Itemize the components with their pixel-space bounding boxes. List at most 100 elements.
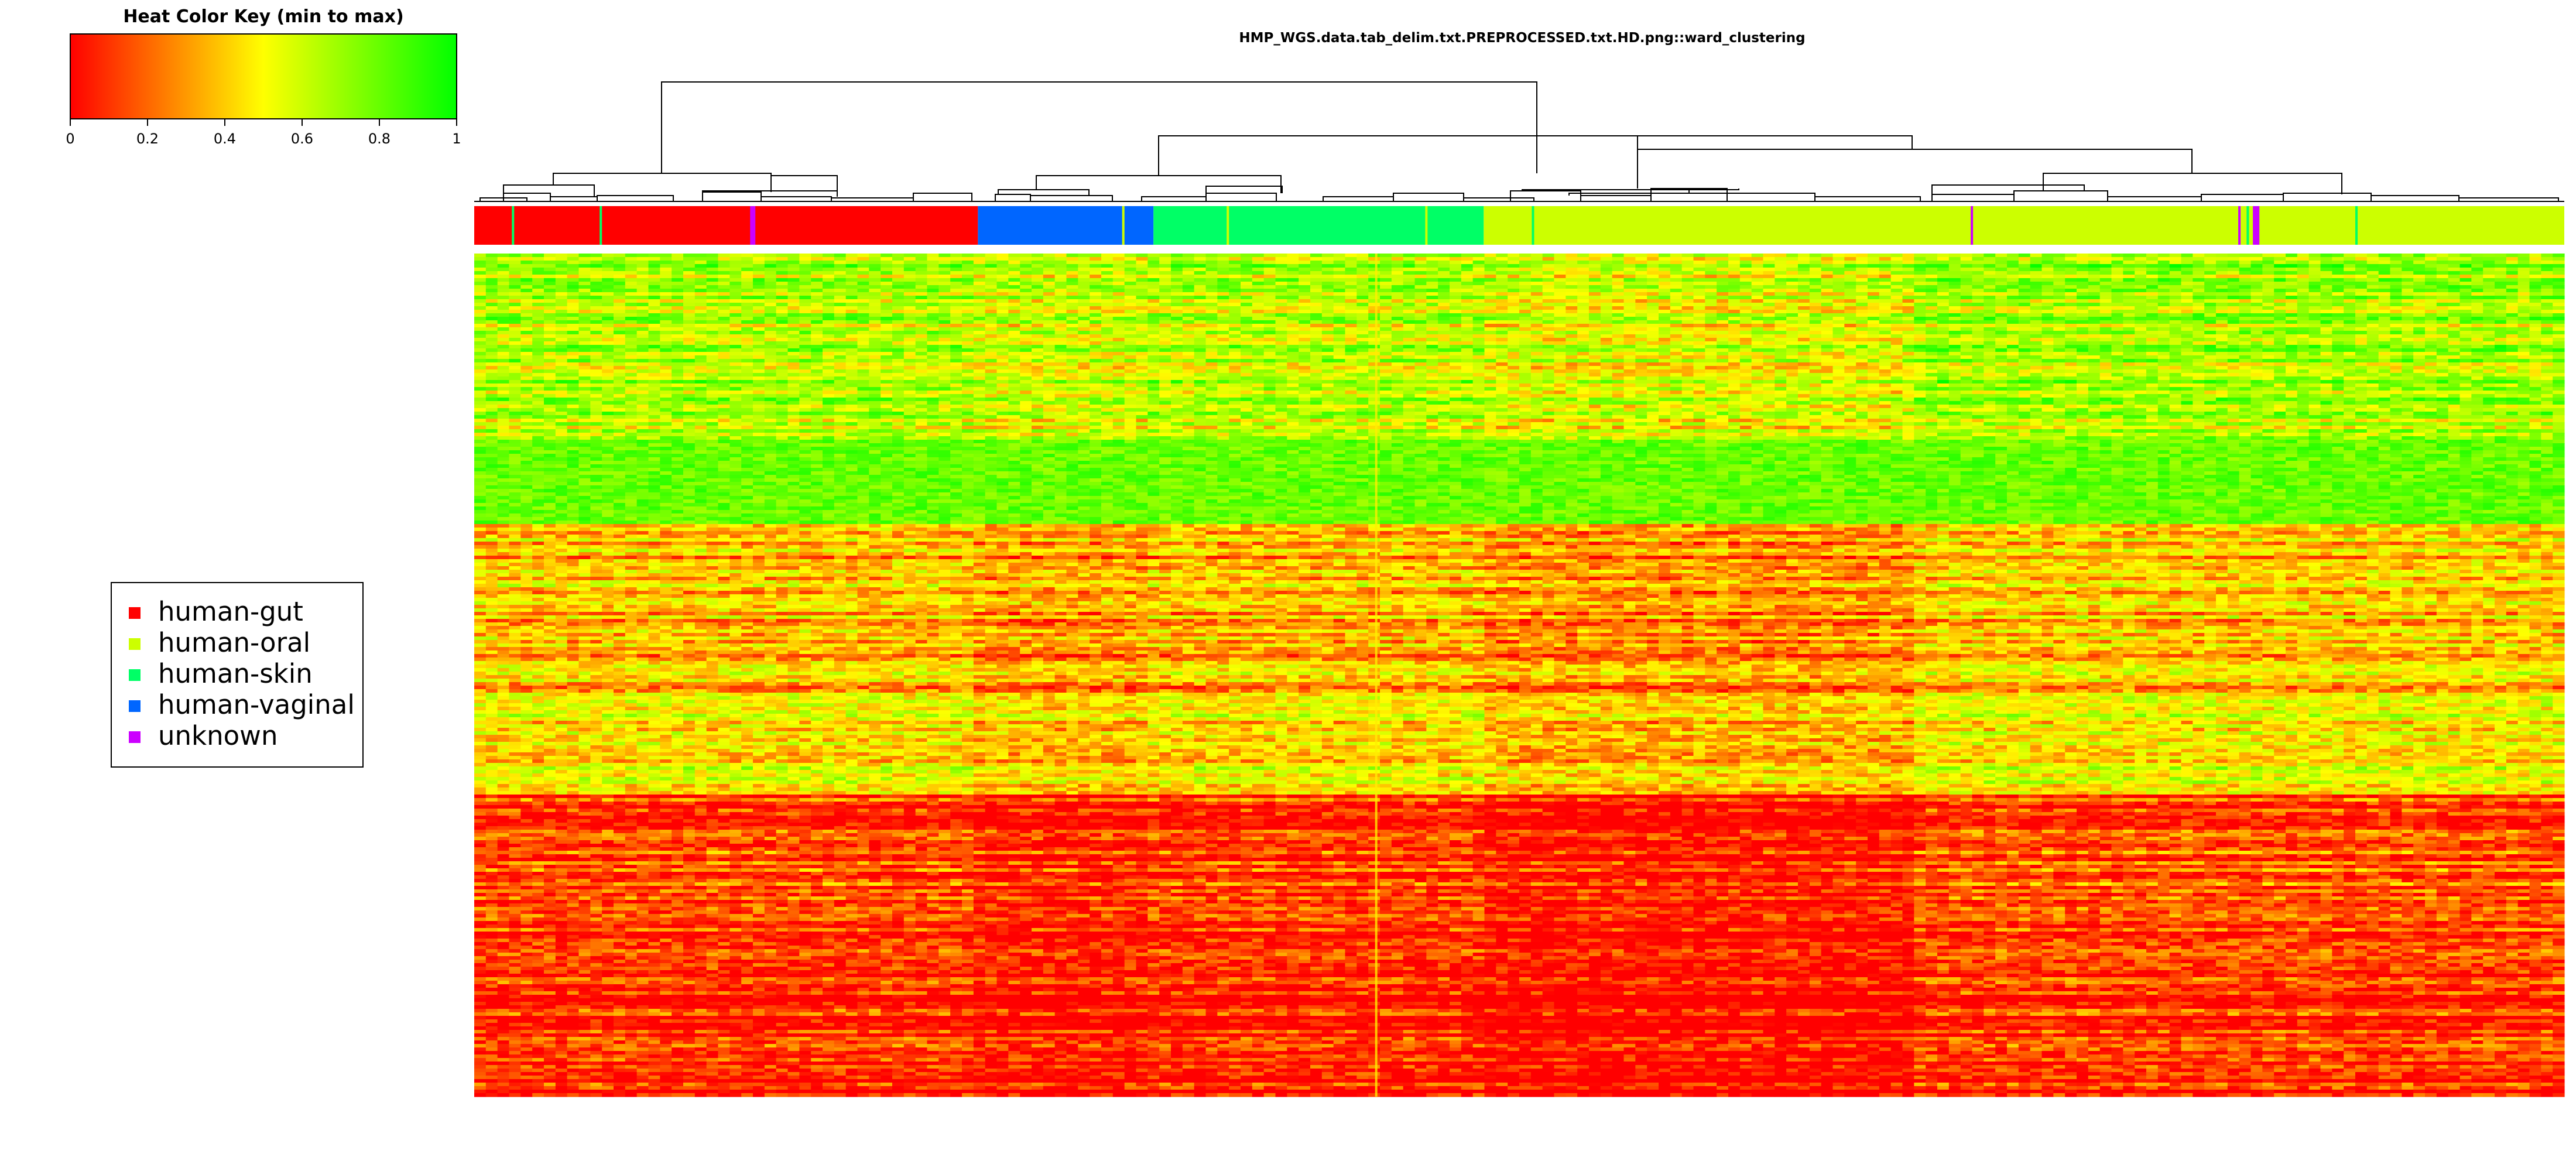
heatmap-cell — [741, 306, 753, 310]
heatmap-cell — [1334, 341, 1345, 345]
heatmap-cell — [962, 264, 974, 268]
heatmap-cell — [927, 261, 939, 265]
heatmap-cell — [1485, 327, 1496, 331]
heatmap-cell — [799, 317, 811, 321]
heatmap-cell — [2088, 282, 2100, 286]
heatmap-cell — [1287, 331, 1299, 335]
heatmap-cell — [2460, 292, 2472, 296]
heatmap-cell — [2530, 257, 2541, 261]
heatmap-cell — [1868, 324, 1879, 328]
heatmap-cell — [2379, 317, 2390, 321]
heatmap-cell — [1763, 299, 1775, 303]
heatmap-cell — [2297, 310, 2309, 314]
heatmap-cell — [1763, 338, 1775, 342]
heatmap-cell — [590, 299, 602, 303]
heatmap-cell — [486, 320, 498, 324]
heatmap-cell — [683, 331, 695, 335]
heatmap-cell — [2077, 327, 2088, 331]
heatmap-cell — [753, 264, 765, 268]
heatmap-cell — [2402, 338, 2413, 342]
heatmap-cell — [2553, 331, 2564, 335]
heatmap-cell — [2390, 292, 2402, 296]
heatmap-cell — [997, 320, 1009, 324]
heatmap-cell — [2286, 313, 2297, 317]
heatmap-cell — [811, 348, 823, 352]
heatmap-cell — [1949, 257, 1961, 261]
heatmap-cell — [1601, 345, 1612, 349]
heatmap-cell — [1380, 271, 1392, 275]
heatmap-cell — [1937, 341, 1949, 345]
heatmap-cell — [1937, 275, 1949, 279]
heatmap-cell — [1717, 334, 1728, 338]
heatmap-cell — [1752, 313, 1763, 317]
heatmap-cell — [1717, 254, 1728, 258]
heatmap-cell — [938, 306, 950, 310]
heatmap-cell — [753, 317, 765, 321]
heatmap-cell — [509, 278, 521, 282]
heatmap-cell — [1926, 331, 1937, 335]
heatmap-cell — [1159, 261, 1171, 265]
heatmap-cell — [2448, 296, 2460, 300]
heatmap-cell — [509, 345, 521, 349]
heatmap-cell — [2158, 261, 2170, 265]
heatmap-cell — [823, 310, 834, 314]
heatmap-cell — [869, 334, 881, 338]
heatmap-cell — [509, 306, 521, 310]
heatmap-cell — [556, 282, 567, 286]
heatmap-cell — [2100, 338, 2112, 342]
heatmap-cell — [788, 345, 800, 349]
heatmap-cell — [1206, 275, 1218, 279]
heatmap-cell — [2530, 282, 2541, 286]
heatmap-cell — [1763, 261, 1775, 265]
heatmap-cell — [1159, 271, 1171, 275]
heatmap-cell — [637, 310, 649, 314]
heatmap-cell — [1972, 299, 1984, 303]
heatmap-cell — [1775, 278, 1786, 282]
heatmap-cell — [672, 345, 683, 349]
heatmap-cell — [1252, 341, 1264, 345]
heatmap-cell — [649, 310, 660, 314]
heatmap-cell — [2530, 334, 2541, 338]
heatmap-cell — [2053, 282, 2065, 286]
heatmap-cell — [2042, 324, 2054, 328]
heatmap-cell — [2530, 299, 2541, 303]
heatmap-cell — [614, 275, 625, 279]
heatmap-cell — [2158, 313, 2170, 317]
heatmap-cell — [1392, 296, 1403, 300]
heatmap-cell — [2367, 341, 2379, 345]
dendrogram-branch — [703, 192, 761, 201]
heatmap-cell — [881, 348, 892, 352]
heatmap-cell — [498, 285, 509, 289]
heatmap-cell — [1229, 264, 1241, 268]
heatmap-cell — [602, 320, 614, 324]
heatmap-cell — [2355, 303, 2367, 307]
heatmap-cell — [1601, 296, 1612, 300]
heatmap-cell — [1844, 296, 1856, 300]
heatmap-cell — [2158, 275, 2170, 279]
heatmap-cell — [1635, 257, 1647, 261]
heatmap-cell — [776, 331, 788, 335]
heatmap-cell — [2437, 320, 2448, 324]
heatmap-cell — [858, 338, 869, 342]
heatmap-cell — [660, 289, 672, 293]
heatmap-cell — [927, 310, 939, 314]
heatmap-cell — [904, 303, 916, 307]
heatmap-cell — [2309, 289, 2321, 293]
heatmap-cell — [2216, 324, 2228, 328]
heatmap-cell — [544, 285, 556, 289]
heatmap-cell — [1740, 310, 1752, 314]
heatmap-cell — [1519, 271, 1531, 275]
heatmap-cell — [2495, 331, 2506, 335]
heatmap-cell — [2065, 303, 2077, 307]
heatmap-cell — [846, 296, 858, 300]
heatmap-cell — [1264, 289, 1276, 293]
heatmap-cell — [1380, 289, 1392, 293]
heatmap-cell — [579, 254, 591, 258]
heatmap-cell — [707, 289, 718, 293]
heatmap-cell — [811, 327, 823, 331]
heatmap-cell — [1450, 299, 1461, 303]
heatmap-cell — [811, 292, 823, 296]
heatmap-cell — [997, 275, 1009, 279]
heatmap-cell — [1276, 271, 1287, 275]
heatmap-cell — [532, 348, 544, 352]
